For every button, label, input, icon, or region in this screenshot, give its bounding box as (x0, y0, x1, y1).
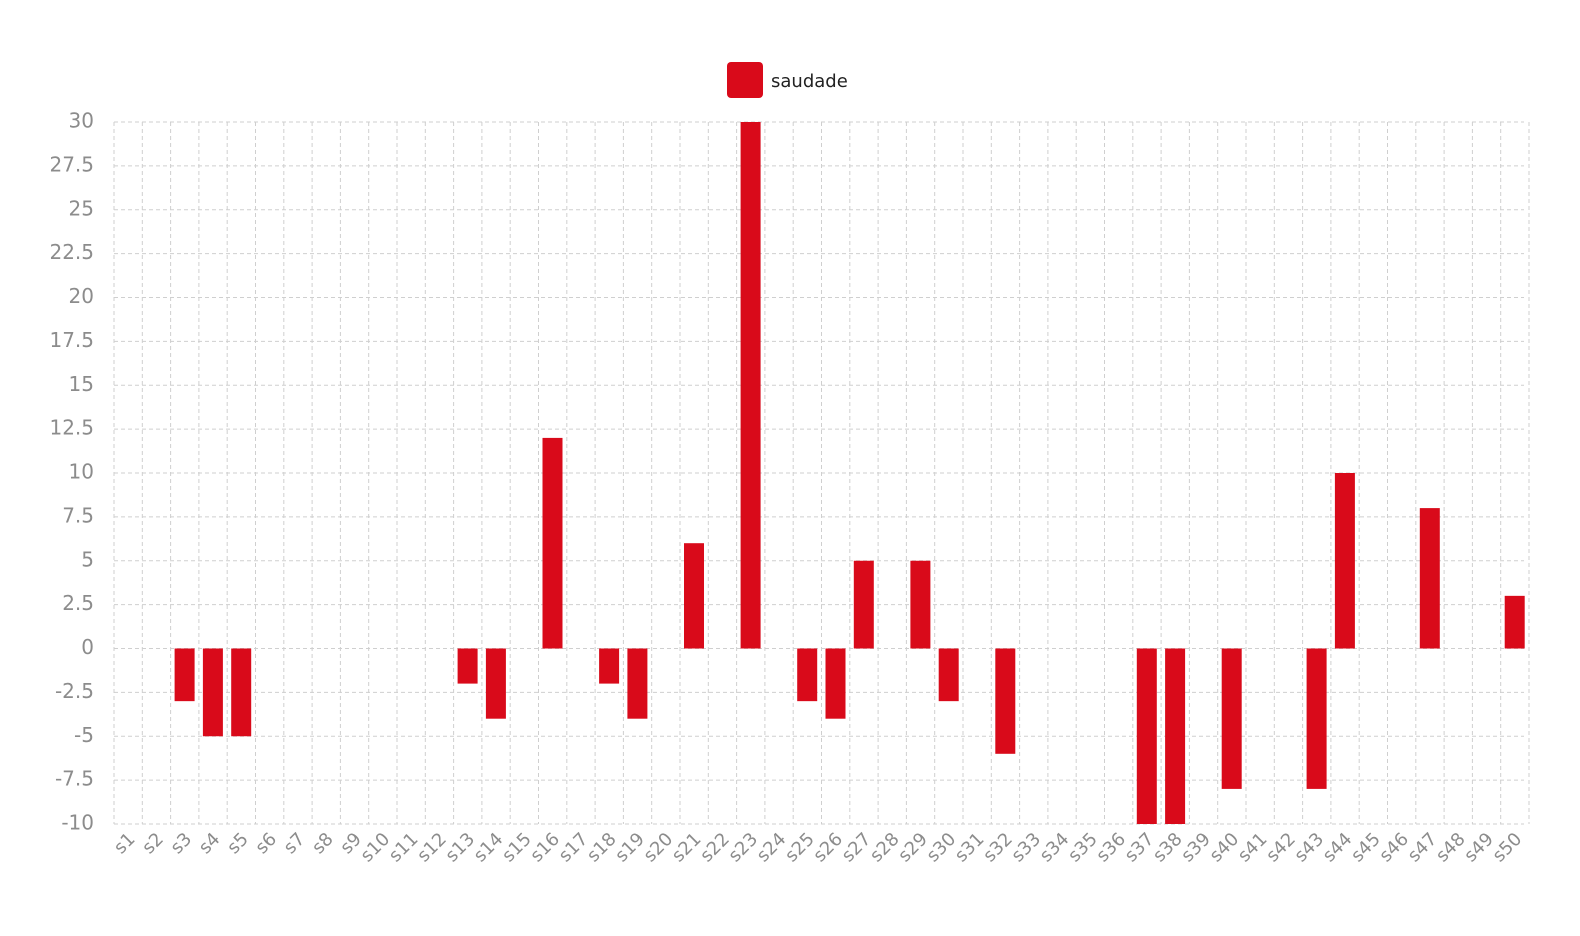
y-axis: 30 27.5 25 22.5 20 17.5 15 12.5 10 7.5 5 2.5 0 -2.5 -5… (49, 109, 94, 835)
bar-s40[interactable] (1221, 648, 1242, 789)
bars (174, 122, 1525, 825)
bar-s32[interactable] (995, 648, 1016, 754)
x-tick-label: s5 (223, 829, 253, 859)
bar-s50[interactable] (1504, 595, 1525, 649)
bar-s44[interactable] (1334, 473, 1355, 649)
bar-s47[interactable] (1419, 508, 1440, 649)
y-tick-label: -10 (61, 811, 94, 835)
y-tick-label: 12.5 (49, 416, 94, 440)
x-tick-label: s2 (138, 829, 168, 859)
bar-s37[interactable] (1136, 648, 1157, 825)
y-tick-label: 7.5 (62, 503, 94, 527)
bar-s13[interactable] (457, 648, 478, 684)
bar-s4[interactable] (202, 648, 223, 737)
bar-s23[interactable] (740, 122, 761, 649)
legend-swatch[interactable] (727, 62, 763, 98)
y-tick-label: 15 (69, 372, 94, 396)
y-tick-label: 30 (69, 109, 94, 133)
bar-s38[interactable] (1165, 648, 1186, 825)
bar-s19[interactable] (627, 648, 648, 719)
bar-s27[interactable] (853, 560, 874, 649)
legend[interactable]: saudade (727, 62, 848, 98)
bar-s29[interactable] (910, 560, 931, 649)
x-axis: s1s2s3s4s5s6s7s8s9s10s11s12s13s14s15s16s… (110, 829, 1526, 867)
bar-s5[interactable] (231, 648, 252, 737)
x-tick-label: s7 (280, 829, 310, 859)
y-tick-label: -2.5 (55, 679, 94, 703)
x-tick-label: s6 (251, 829, 281, 859)
y-tick-label: -7.5 (55, 767, 94, 791)
y-tick-label: 25 (69, 196, 94, 220)
bar-s25[interactable] (797, 648, 818, 702)
y-tick-label: 20 (69, 284, 94, 308)
x-tick-label: s4 (195, 829, 225, 859)
bar-s21[interactable] (684, 543, 704, 649)
y-tick-label: 2.5 (62, 591, 94, 615)
bar-s16[interactable] (542, 437, 563, 649)
y-tick-label: 27.5 (49, 152, 94, 176)
x-tick-label: s8 (308, 829, 338, 859)
bar-s30[interactable] (938, 648, 959, 702)
x-tick-label: s1 (110, 829, 140, 859)
y-tick-label: 5 (81, 547, 94, 571)
x-tick-label: s3 (167, 829, 197, 859)
bar-s14[interactable] (485, 648, 506, 719)
bar-s43[interactable] (1306, 648, 1327, 789)
y-tick-label: -5 (74, 723, 94, 747)
grid (113, 121, 1530, 825)
y-tick-label: 22.5 (49, 240, 94, 264)
x-tick-label: s50 (1489, 829, 1527, 867)
legend-label-saudade[interactable]: saudade (771, 71, 848, 92)
bar-s26[interactable] (825, 648, 846, 719)
y-tick-label: 0 (81, 635, 94, 659)
bar-s18[interactable] (599, 648, 620, 684)
y-tick-label: 17.5 (49, 328, 94, 352)
bar-s3[interactable] (174, 648, 195, 702)
y-tick-label: 10 (69, 460, 94, 484)
